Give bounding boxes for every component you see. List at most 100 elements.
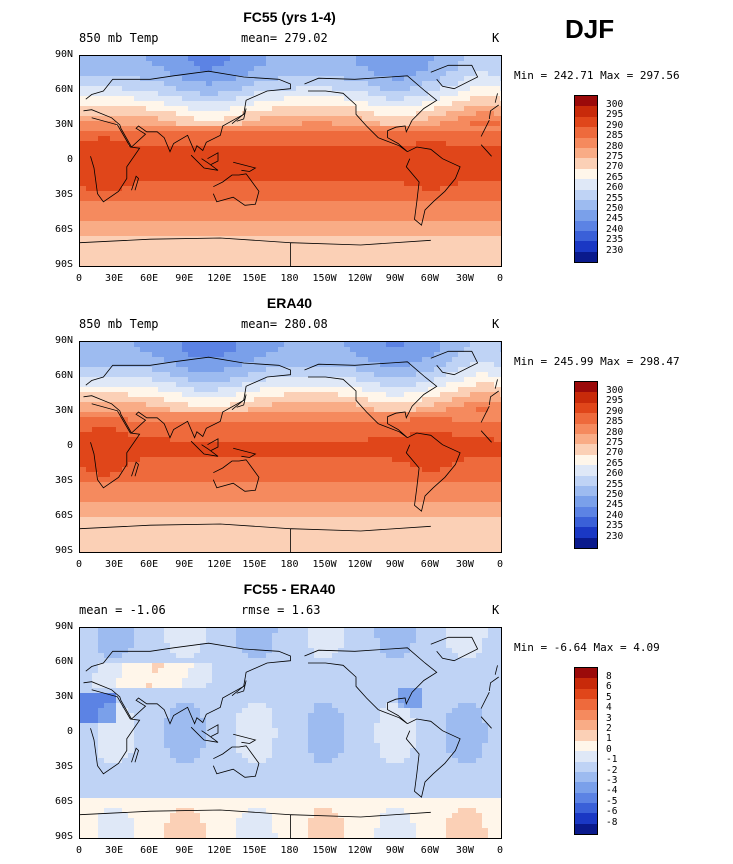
field-cell bbox=[182, 141, 189, 147]
field-cell bbox=[218, 66, 225, 72]
field-cell bbox=[218, 357, 225, 363]
field-cell bbox=[422, 372, 429, 378]
map-panel bbox=[79, 55, 502, 267]
field-cell bbox=[350, 467, 357, 473]
field-cell bbox=[236, 71, 243, 77]
field-cell bbox=[476, 407, 483, 413]
field-cell bbox=[488, 367, 495, 373]
field-cell bbox=[410, 472, 417, 478]
field-cell bbox=[464, 472, 471, 478]
field-cell bbox=[248, 246, 255, 252]
field-cell bbox=[182, 367, 189, 373]
field-cell bbox=[212, 231, 219, 237]
field-cell bbox=[392, 457, 399, 463]
field-cell bbox=[488, 86, 495, 92]
field-cell bbox=[308, 226, 315, 232]
field-cell bbox=[272, 241, 279, 247]
field-cell bbox=[140, 141, 147, 147]
field-cell bbox=[134, 407, 141, 413]
field-cell bbox=[434, 352, 441, 358]
field-cell bbox=[230, 432, 237, 438]
field-cell bbox=[116, 397, 123, 403]
field-cell bbox=[176, 387, 183, 393]
field-cell bbox=[224, 402, 231, 408]
field-cell bbox=[458, 472, 465, 478]
field-cell bbox=[470, 171, 477, 177]
field-cell bbox=[464, 432, 471, 438]
field-cell bbox=[224, 256, 231, 262]
field-cell bbox=[80, 216, 87, 222]
field-cell bbox=[368, 146, 375, 152]
field-cell bbox=[212, 191, 219, 197]
field-cell bbox=[116, 131, 123, 137]
field-cell bbox=[110, 156, 117, 162]
field-cell bbox=[134, 457, 141, 463]
field-cell bbox=[374, 402, 381, 408]
field-cell bbox=[260, 377, 267, 383]
field-cell bbox=[500, 136, 501, 142]
field-cell bbox=[356, 166, 363, 172]
field-cell bbox=[92, 457, 99, 463]
field-cell bbox=[182, 86, 189, 92]
field-cell bbox=[134, 221, 141, 227]
field-cell bbox=[104, 206, 111, 212]
field-cell bbox=[410, 372, 417, 378]
field-cell bbox=[422, 342, 429, 348]
field-cell bbox=[434, 196, 441, 202]
field-cell bbox=[356, 81, 363, 87]
field-cell bbox=[146, 347, 153, 353]
field-cell bbox=[140, 251, 147, 257]
field-cell bbox=[332, 447, 339, 453]
field-cell bbox=[122, 56, 129, 62]
field-cell bbox=[314, 221, 321, 227]
field-cell bbox=[482, 191, 489, 197]
field-cell bbox=[290, 111, 297, 117]
field-cell bbox=[92, 106, 99, 112]
field-cell bbox=[350, 141, 357, 147]
field-cell bbox=[122, 367, 129, 373]
field-cell bbox=[350, 452, 357, 458]
field-cell bbox=[128, 402, 135, 408]
field-cell bbox=[314, 251, 321, 257]
field-cell bbox=[212, 442, 219, 448]
field-cell bbox=[326, 61, 333, 67]
field-cell bbox=[368, 86, 375, 92]
field-cell bbox=[494, 176, 501, 182]
field-cell bbox=[368, 151, 375, 157]
field-cell bbox=[164, 477, 171, 483]
field-cell bbox=[200, 66, 207, 72]
field-cell bbox=[428, 211, 435, 217]
field-cell bbox=[296, 422, 303, 428]
field-cell bbox=[200, 171, 207, 177]
field-cell bbox=[188, 437, 195, 443]
field-cell bbox=[248, 347, 255, 353]
field-cell bbox=[344, 216, 351, 222]
field-cell bbox=[86, 131, 93, 137]
field-cell bbox=[110, 191, 117, 197]
field-cell bbox=[464, 56, 471, 62]
field-cell bbox=[368, 61, 375, 67]
field-cell bbox=[422, 392, 429, 398]
field-cell bbox=[104, 467, 111, 473]
field-cell bbox=[176, 121, 183, 127]
field-cell bbox=[182, 66, 189, 72]
field-cell bbox=[440, 176, 447, 182]
field-cell bbox=[182, 91, 189, 97]
field-cell bbox=[164, 256, 171, 262]
field-cell bbox=[416, 166, 423, 172]
field-cell bbox=[338, 377, 345, 383]
field-cell bbox=[140, 151, 147, 157]
field-cell bbox=[104, 141, 111, 147]
field-cell bbox=[470, 387, 477, 393]
field-cell bbox=[134, 241, 141, 247]
field-cell bbox=[266, 367, 273, 373]
field-cell bbox=[212, 136, 219, 142]
field-cell bbox=[308, 171, 315, 177]
field-cell bbox=[104, 96, 111, 102]
field-cell bbox=[398, 352, 405, 358]
field-cell bbox=[500, 86, 501, 92]
field-cell bbox=[248, 111, 255, 117]
field-cell bbox=[134, 131, 141, 137]
map-panel bbox=[79, 341, 502, 553]
field-cell bbox=[392, 176, 399, 182]
